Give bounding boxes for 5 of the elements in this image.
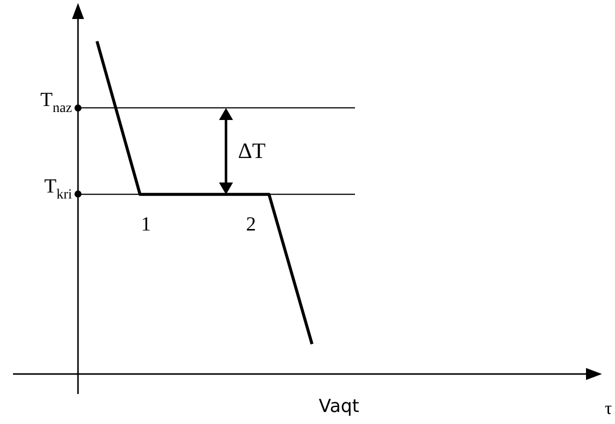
text: τ	[604, 398, 612, 418]
annotation: 1	[141, 213, 151, 236]
annotation: 2	[246, 213, 256, 236]
annotation: ΔT	[238, 138, 266, 163]
x-axis-title: Vaqt	[318, 396, 360, 417]
